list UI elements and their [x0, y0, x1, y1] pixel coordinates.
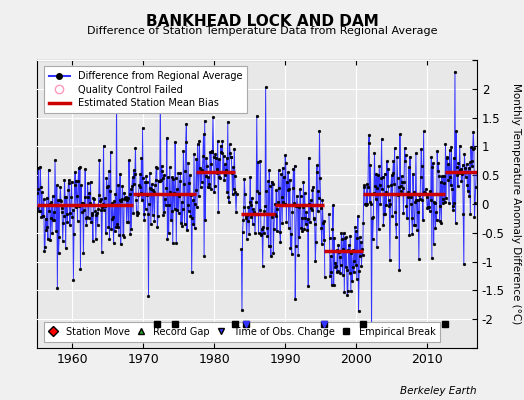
Legend: Station Move, Record Gap, Time of Obs. Change, Empirical Break: Station Move, Record Gap, Time of Obs. C…: [43, 322, 440, 342]
Text: Difference of Station Temperature Data from Regional Average: Difference of Station Temperature Data f…: [87, 26, 437, 36]
Y-axis label: Monthly Temperature Anomaly Difference (°C): Monthly Temperature Anomaly Difference (…: [511, 83, 521, 325]
Text: BANKHEAD LOCK AND DAM: BANKHEAD LOCK AND DAM: [146, 14, 378, 29]
Text: Berkeley Earth: Berkeley Earth: [400, 386, 477, 396]
